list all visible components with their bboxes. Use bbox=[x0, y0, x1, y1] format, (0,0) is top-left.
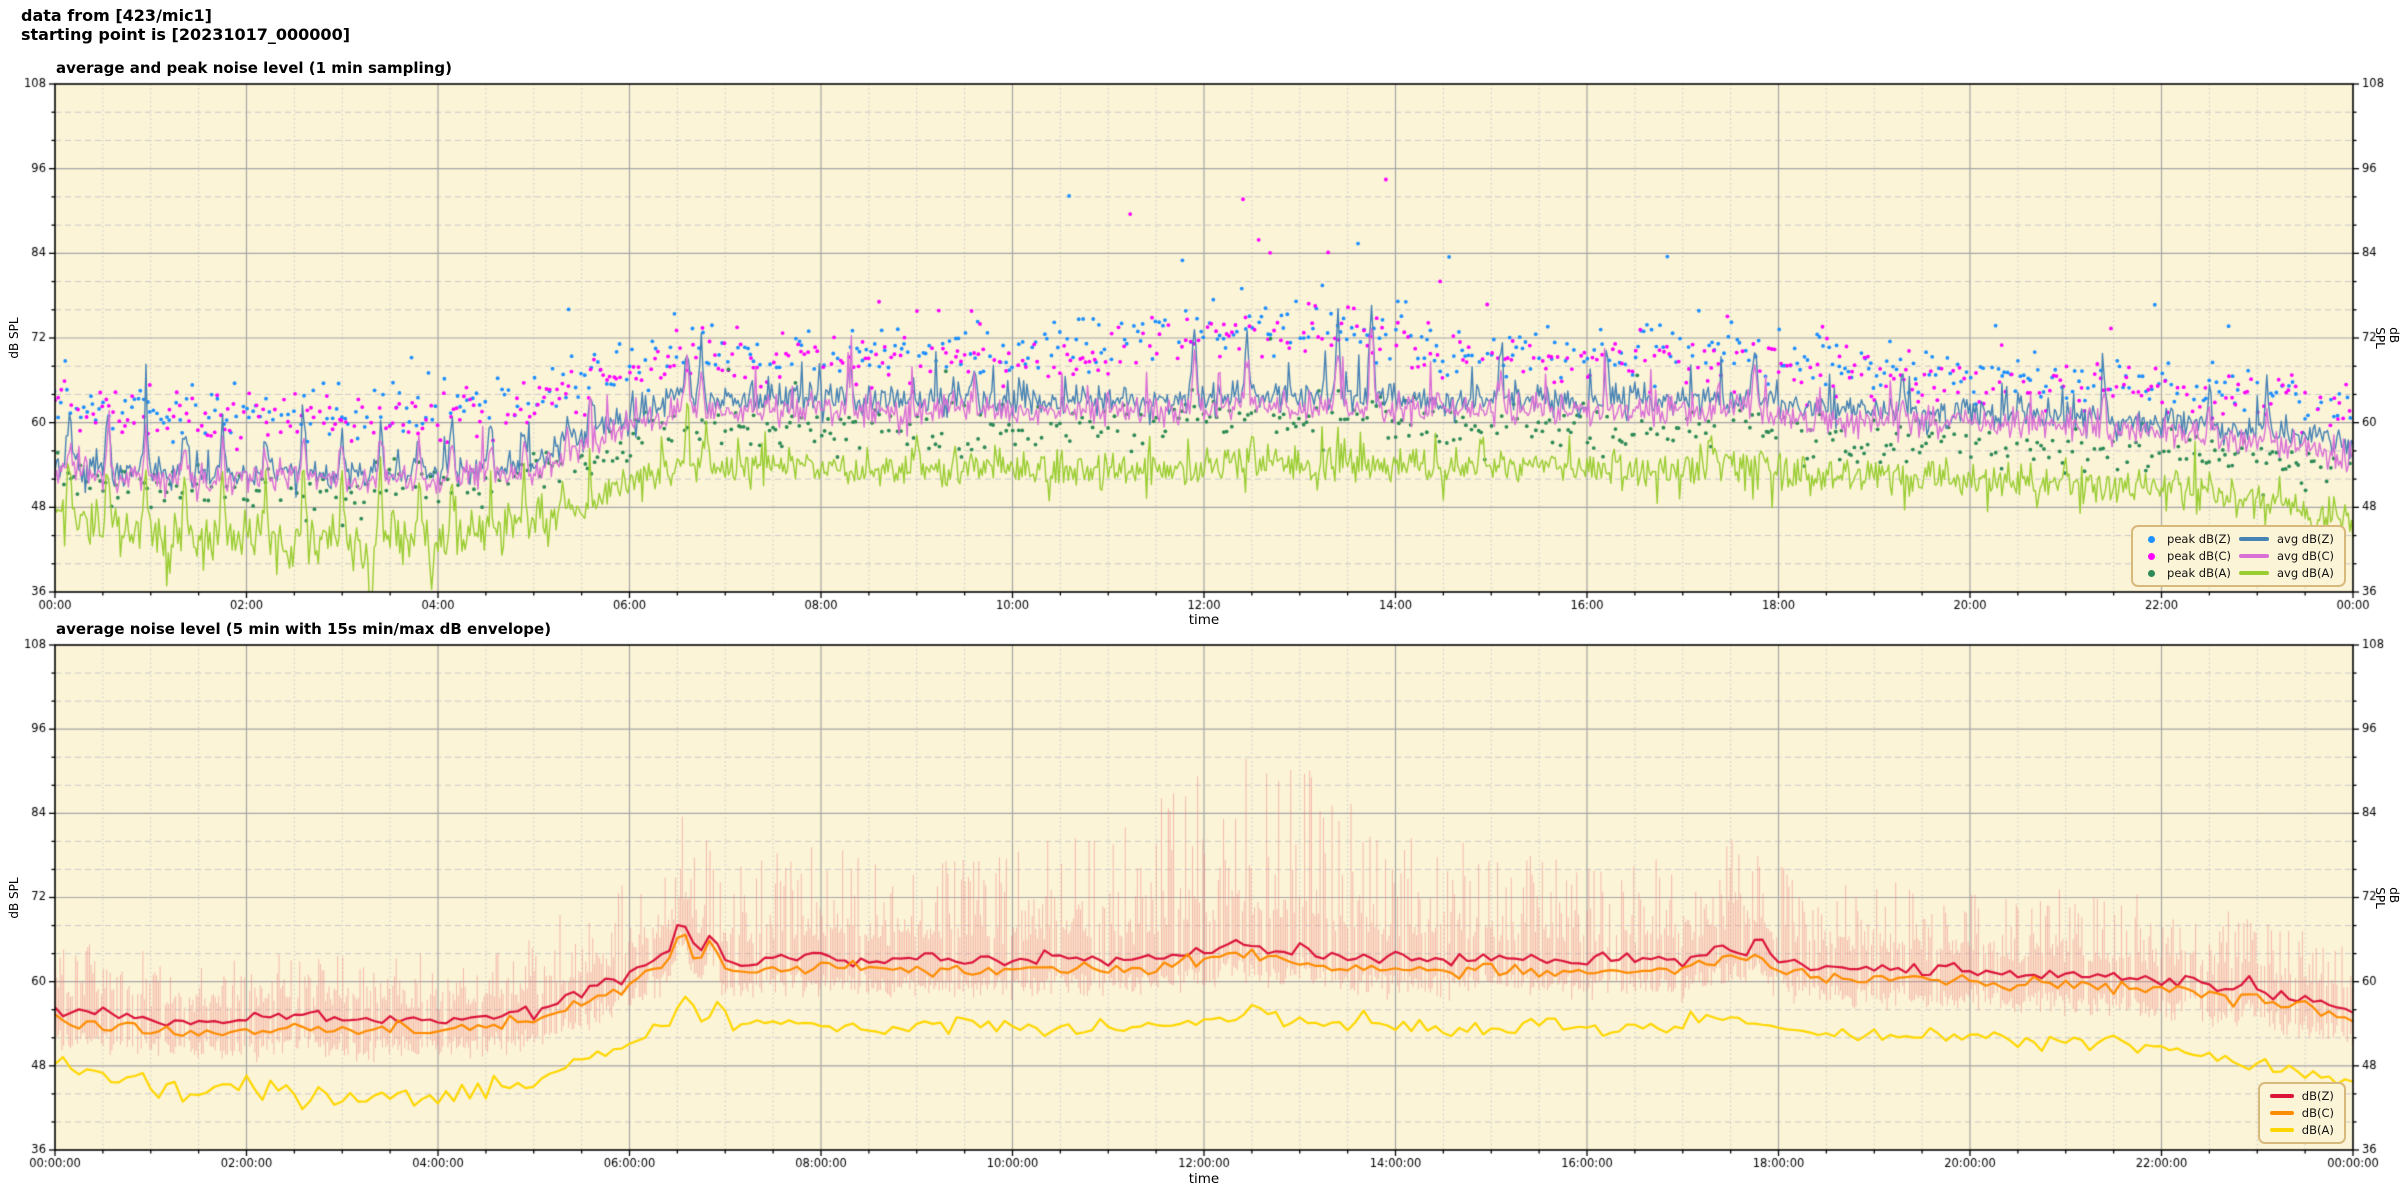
legend-label: peak dB(C) bbox=[2167, 549, 2231, 563]
chart1-ylabel-right: dB SPL bbox=[2373, 327, 2400, 349]
chart2-title: average noise level (5 min with 15s min/… bbox=[56, 620, 552, 638]
legend-line-icon bbox=[2269, 1093, 2294, 1099]
chart2-ylabel-left: dB SPL bbox=[7, 877, 21, 919]
legend-label: peak dB(A) bbox=[2167, 566, 2231, 580]
legend-line-icon bbox=[2238, 570, 2269, 576]
legend-line-icon bbox=[2238, 553, 2269, 559]
chart1-legend: peak dB(Z) avg dB(Z) peak dB(C) avg dB(C) pe… bbox=[2131, 525, 2346, 587]
legend-label: dB(Z) bbox=[2301, 1089, 2334, 1103]
legend-label: dB(A) bbox=[2301, 1123, 2334, 1137]
chart1-ylabel-left: dB SPL bbox=[7, 317, 21, 359]
header-start-point: starting point is [20231017_000000] bbox=[21, 25, 351, 44]
legend-dot-icon bbox=[2147, 569, 2155, 577]
chart1-title: average and peak noise level (1 min samp… bbox=[56, 59, 452, 77]
chart2-ylabel-right: dB SPL bbox=[2373, 887, 2400, 909]
chart2-xlabel: time bbox=[1188, 1171, 1220, 1187]
legend-line-icon bbox=[2269, 1110, 2294, 1116]
legend-label: dB(C) bbox=[2301, 1106, 2334, 1120]
legend-label: avg dB(A) bbox=[2276, 566, 2334, 580]
legend-label: avg dB(C) bbox=[2276, 549, 2334, 563]
chart2-legend: dB(Z) dB(C) dB(A) bbox=[2257, 1082, 2346, 1144]
legend-label: avg dB(Z) bbox=[2276, 532, 2334, 546]
header-data-source: data from [423/mic1] bbox=[21, 6, 212, 25]
legend-line-icon bbox=[2238, 536, 2269, 542]
chart1-xlabel: time bbox=[1188, 612, 1220, 628]
legend-dot-icon bbox=[2147, 535, 2155, 543]
legend-line-icon bbox=[2269, 1127, 2294, 1133]
legend-dot-icon bbox=[2147, 552, 2155, 560]
legend-label: peak dB(Z) bbox=[2167, 532, 2231, 546]
